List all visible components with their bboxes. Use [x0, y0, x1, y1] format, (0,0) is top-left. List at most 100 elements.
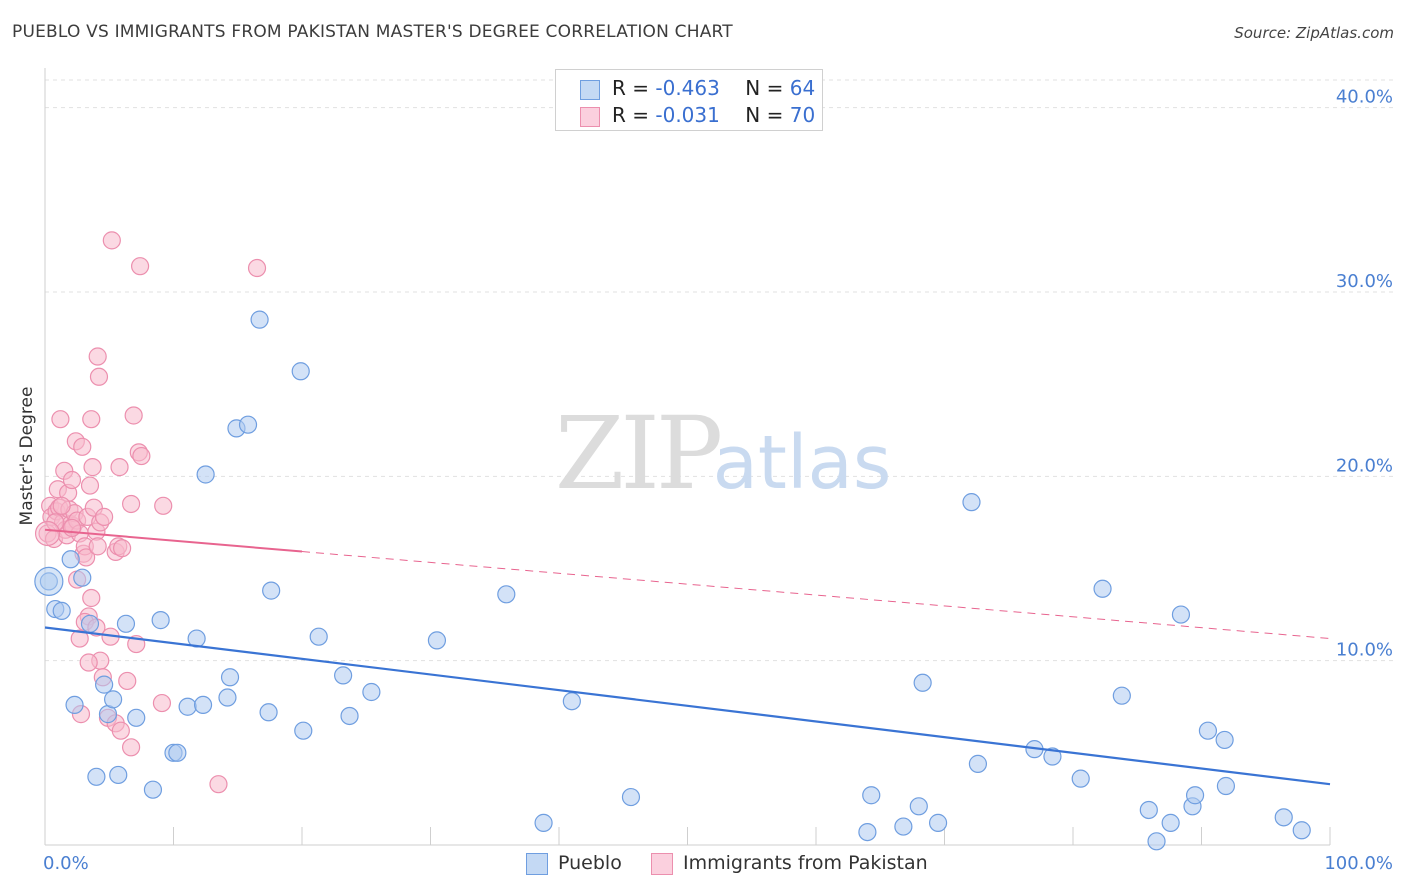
pueblo-point [220, 668, 240, 687]
pueblo-point [309, 627, 328, 646]
pakistan-point [51, 410, 70, 429]
pakistan-point [82, 588, 101, 608]
pueblo-point [109, 765, 128, 785]
pueblo-point [196, 465, 215, 484]
pueblo-point [1216, 776, 1236, 796]
pakistan-point [62, 470, 82, 490]
correlation-legend: R = -0.463 N = 64 R = -0.031 N = 70 [555, 69, 823, 131]
pueblo-point [127, 708, 146, 727]
pueblo-point [80, 614, 100, 633]
pueblo-point [218, 688, 237, 707]
pueblo-point [143, 780, 163, 799]
pueblo-point [193, 695, 213, 715]
pueblo-point [1171, 605, 1191, 624]
pakistan-point [247, 258, 267, 278]
pueblo-point [427, 631, 447, 650]
pueblo-point [334, 666, 353, 685]
pueblo-point [262, 581, 281, 600]
pakistan-point [102, 231, 121, 250]
pakistan-trend-line-solid [44, 528, 303, 553]
pueblo-point [1292, 821, 1311, 840]
y-tick-label-10: 10.0% [1336, 640, 1393, 661]
pakistan-point [132, 446, 151, 466]
pueblo-point [928, 813, 948, 832]
pakistan-point [111, 721, 130, 740]
pakistan-point [121, 494, 141, 514]
pueblo-point-cluster [34, 566, 64, 596]
pueblo-point [1112, 686, 1131, 705]
pueblo-point [340, 706, 359, 726]
chart-title: PUEBLO VS IMMIGRANTS FROM PAKISTAN MASTE… [12, 22, 733, 42]
pueblo-point [1093, 579, 1112, 598]
series-pueblo [34, 310, 1311, 851]
pakistan-point [80, 476, 100, 495]
pueblo-point [238, 415, 258, 434]
pueblo-point [913, 673, 932, 692]
pakistan-point [152, 693, 172, 713]
pakistan-point [73, 437, 92, 456]
pakistan-point [79, 653, 98, 672]
pueblo-point [858, 822, 877, 842]
watermark: ZIP atlas [555, 395, 892, 512]
legend-r-label: R = [612, 103, 650, 127]
pueblo-point [909, 797, 928, 816]
legend-n-label: N = [745, 76, 784, 100]
pakistan-point [88, 347, 107, 366]
pakistan-point [62, 518, 82, 538]
y-tick-label-30: 30.0% [1336, 271, 1393, 292]
x-tick-label-max: 100.0% [1324, 853, 1393, 874]
pakistan-point [70, 629, 89, 648]
pueblo-point [894, 817, 913, 836]
pueblo-point [104, 690, 123, 709]
trend-lines [44, 528, 1331, 786]
pueblo-point [168, 743, 187, 762]
legend-pakistan-r: -0.031 [655, 103, 720, 127]
pueblo-point [65, 695, 84, 715]
pueblo-point [1198, 721, 1218, 740]
pueblo-point [497, 585, 516, 604]
watermark-zip: ZIP [555, 395, 720, 512]
pakistan-point [118, 671, 137, 691]
legend-n-label: N = [745, 103, 784, 127]
pueblo-point [1185, 786, 1205, 805]
pueblo-point [178, 697, 197, 716]
pueblo-point [52, 601, 71, 620]
pakistan-point [121, 738, 141, 757]
pueblo-point [1161, 813, 1180, 832]
legend-label-pakistan: Immigrants from Pakistan [683, 852, 928, 874]
pueblo-point [95, 675, 114, 694]
pueblo-point [362, 682, 381, 702]
pueblo-point [291, 362, 310, 381]
pakistan-trend-line-dashed [301, 551, 1331, 640]
pakistan-legend-swatch [651, 853, 673, 875]
axes [44, 68, 1331, 846]
pakistan-point [112, 539, 132, 558]
pakistan-point [95, 507, 114, 526]
pueblo-point [1043, 747, 1062, 766]
pueblo-point [87, 767, 106, 786]
pueblo-point [259, 703, 278, 722]
pakistan-point [83, 458, 102, 477]
y-tick-label-40: 40.0% [1336, 87, 1393, 108]
y-axis-label: Master's Degree [17, 387, 37, 526]
pueblo-point [1147, 832, 1166, 851]
pueblo-point [621, 787, 641, 807]
pakistan-point [88, 537, 107, 556]
pakistan-point [209, 775, 228, 794]
pakistan-point [52, 496, 71, 515]
legend-r-label: R = [612, 76, 650, 100]
pueblo-point [73, 568, 92, 587]
pakistan-point [130, 257, 150, 276]
y-tick-label-20: 20.0% [1336, 455, 1393, 476]
pueblo-point [151, 611, 170, 630]
pakistan-point [89, 367, 109, 386]
gridlines [45, 79, 1395, 662]
pueblo-point [294, 721, 313, 740]
tick-labels: 10.0% 20.0% 30.0% 40.0% 0.0% 100.0% [43, 87, 1393, 874]
pueblo-point [1274, 808, 1293, 827]
pueblo-point [1215, 730, 1234, 750]
pueblo-point [562, 692, 581, 711]
pakistan-point [124, 406, 143, 425]
legend-pueblo-r: -0.463 [655, 76, 720, 100]
pueblo-point [534, 813, 553, 832]
